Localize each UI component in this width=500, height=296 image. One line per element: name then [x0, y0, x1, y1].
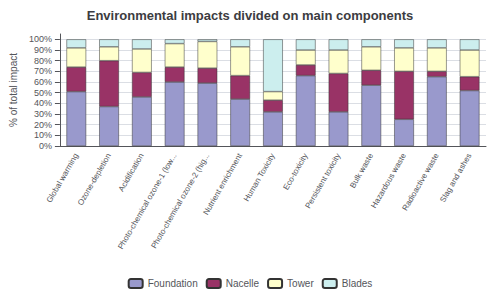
svg-text:Blades: Blades: [342, 278, 373, 289]
svg-text:Tower: Tower: [287, 278, 314, 289]
svg-text:Foundation: Foundation: [148, 278, 198, 289]
svg-text:80%: 80%: [34, 56, 52, 66]
svg-text:Nutrient enrichment: Nutrient enrichment: [201, 151, 244, 217]
svg-text:10%: 10%: [34, 130, 52, 140]
svg-text:70%: 70%: [34, 66, 52, 76]
svg-text:90%: 90%: [34, 45, 52, 55]
svg-text:60%: 60%: [34, 77, 52, 87]
svg-text:Environmental impacts divided: Environmental impacts divided on main co…: [87, 8, 414, 23]
svg-text:Bulk waste: Bulk waste: [348, 151, 375, 189]
svg-text:Nacelle: Nacelle: [226, 278, 260, 289]
svg-text:Photo-chemical ozone-1 (low...: Photo-chemical ozone-1 (low...: [116, 152, 178, 251]
svg-text:Acidification: Acidification: [117, 152, 146, 193]
svg-text:Ozone-depletion: Ozone-depletion: [76, 152, 113, 207]
svg-text:Hazardous waste: Hazardous waste: [369, 151, 408, 209]
svg-text:Human Toxicity: Human Toxicity: [242, 152, 277, 203]
svg-text:% of total impact: % of total impact: [8, 53, 19, 127]
svg-text:20%: 20%: [34, 120, 52, 130]
svg-text:Slag and ashes: Slag and ashes: [438, 152, 473, 204]
svg-text:Global warming: Global warming: [45, 152, 81, 205]
svg-text:0%: 0%: [39, 141, 52, 151]
svg-text:Radioactive waste: Radioactive waste: [401, 151, 441, 212]
svg-text:40%: 40%: [34, 98, 52, 108]
svg-text:50%: 50%: [34, 88, 52, 98]
svg-text:Photo-chemical ozone-2 (hig...: Photo-chemical ozone-2 (hig...: [149, 152, 211, 250]
svg-text:Eco-toxicity: Eco-toxicity: [281, 152, 309, 192]
svg-text:100%: 100%: [29, 34, 52, 44]
svg-text:30%: 30%: [34, 109, 52, 119]
svg-text:Persistent toxicity: Persistent toxicity: [304, 152, 343, 210]
